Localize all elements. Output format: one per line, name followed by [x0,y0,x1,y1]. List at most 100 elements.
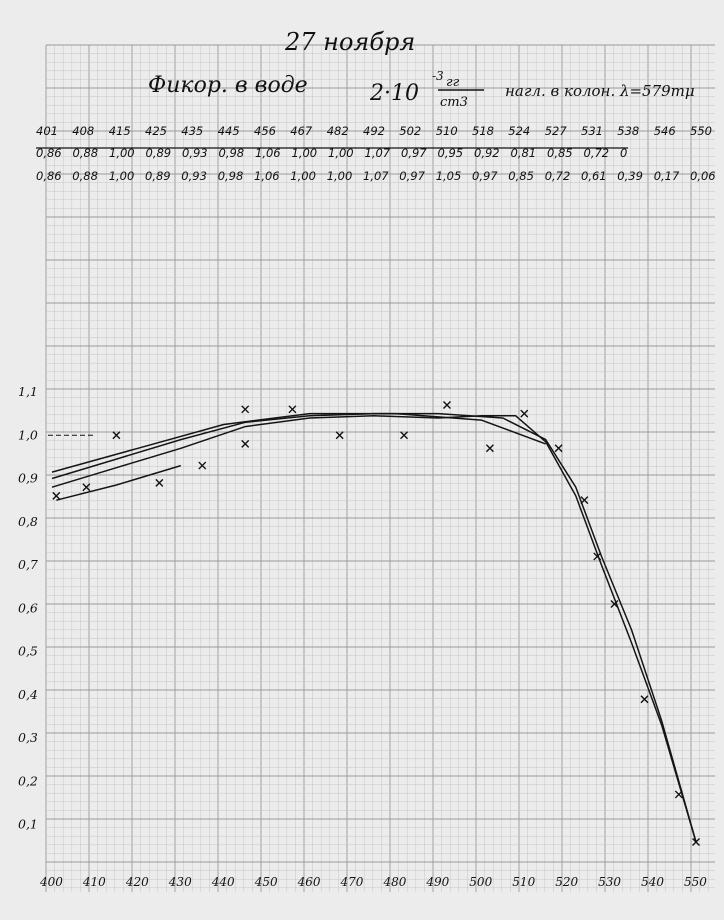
crossed-value-cell: 1,00 [328,146,354,160]
value-cell: 1,00 [290,169,316,183]
unit-denominator: cm3 [440,95,468,110]
x-tick-label: 440 [211,875,235,889]
value-cell: 0,61 [581,169,607,183]
x-tick-label: 530 [598,875,621,889]
crossed-value-cell: 1,06 [255,146,281,160]
wavelength-cell: 502 [399,124,421,138]
x-tick-label: 540 [641,875,664,889]
date-heading: 27 ноября [284,28,415,56]
crossed-value-cell: 1,00 [292,146,318,160]
value-cell: 0,97 [399,169,425,183]
value-cell: 1,00 [327,169,353,183]
value-cell: 0,39 [617,169,643,183]
data-point [241,439,250,448]
substance-note: Фикор. в воде [148,73,308,98]
wavelength-cell: 531 [581,124,603,138]
crossed-out-values-row: 0,86 0,88 1,00 0,89 0,93 0,98 1,06 1,00 1,00 1,07… [36,146,627,160]
fitted-curves [51,412,697,843]
data-point [485,444,494,453]
x-tick-label: 400 [39,875,63,889]
value-cell: 0,85 [508,169,534,183]
wavelength-cell: 467 [290,124,313,138]
data-point [112,431,121,440]
concentration-exponent: -3 [432,69,444,83]
wavelength-cell: 524 [508,124,530,138]
data-point [640,695,649,704]
value-cell: 1,00 [109,169,135,183]
wavelength-cell: 401 [36,124,58,138]
crossed-value-cell: 0 [620,146,627,160]
y-axis-tick-labels: 0,1 0,2 0,3 0,4 0,5 0,6 0,7 0,8 0,9 1,0 1,1 [18,384,38,832]
wavelength-cell: 482 [327,124,349,138]
y-tick-label: 0,6 [18,600,38,615]
unit-numerator: гг [446,75,460,90]
x-tick-label: 420 [125,875,149,889]
crossed-value-cell: 0,86 [36,146,62,160]
data-point [82,483,91,492]
wavelength-cell: 510 [436,124,458,138]
measurement-note: нагл. в колон. λ=579mμ [505,82,695,100]
y-tick-label: 0,8 [18,514,38,529]
data-point [335,431,344,440]
value-cell: 1,07 [363,169,389,183]
x-tick-label: 520 [555,875,578,889]
wavelength-cell: 415 [109,124,131,138]
crossed-value-cell: 0,85 [547,146,573,160]
wavelength-cell: 550 [690,124,712,138]
wavelength-cell: 492 [363,124,385,138]
x-tick-label: 490 [425,875,449,889]
wavelength-cell: 538 [617,124,639,138]
value-cell: 0,89 [145,169,171,183]
crossed-value-cell: 0,92 [474,146,500,160]
y-tick-label: 0,7 [18,557,38,572]
data-point [554,444,563,453]
data-point [442,400,451,409]
data-point [580,496,589,505]
y-tick-label: 0,2 [18,774,38,789]
crossed-value-cell: 0,97 [401,146,427,160]
x-tick-label: 450 [254,875,278,889]
data-point [52,491,61,500]
value-cell: 0,98 [218,169,244,183]
fitted-curve [51,412,546,473]
data-point [674,790,683,799]
data-point [610,600,619,609]
value-cell: 0,06 [690,169,716,183]
data-point [400,431,409,440]
wavelength-cell: 546 [654,124,676,138]
value-cell: 0,17 [654,169,680,183]
data-point [520,409,529,418]
wavelength-cell: 527 [545,124,568,138]
y-tick-label: 1,0 [18,427,38,442]
value-cell: 0,72 [545,169,571,183]
crossed-value-cell: 0,93 [182,146,208,160]
fitted-curve [56,464,182,501]
crossed-value-cell: 1,00 [109,146,135,160]
data-point [692,838,700,847]
value-cell: 1,05 [436,169,462,183]
crossed-value-cell: 0,81 [511,146,537,160]
wavelength-cell: 408 [72,124,94,138]
data-point [241,405,250,414]
crossed-value-cell: 0,72 [584,146,610,160]
fitted-curve [51,415,697,843]
y-tick-label: 0,3 [18,730,38,745]
value-cell: 0,86 [36,169,62,183]
x-tick-label: 500 [469,875,492,889]
wavelength-row: 401 408 415 425 435 445 456 467 482 492 502 510 518 5… [36,124,712,138]
concentration-value: 2·10 [369,81,419,106]
y-tick-label: 0,1 [18,817,38,832]
crossed-value-cell: 0,89 [146,146,172,160]
y-tick-label: 0,9 [18,471,38,486]
x-tick-label: 430 [168,875,192,889]
crossed-value-cell: 1,07 [365,146,391,160]
crossed-value-cell: 0,95 [438,146,464,160]
wavelength-cell: 425 [145,124,167,138]
x-tick-label: 470 [340,875,364,889]
wavelength-cell: 518 [472,124,494,138]
y-tick-label: 0,5 [18,644,38,659]
data-point [288,405,297,414]
value-cell: 1,06 [254,169,280,183]
